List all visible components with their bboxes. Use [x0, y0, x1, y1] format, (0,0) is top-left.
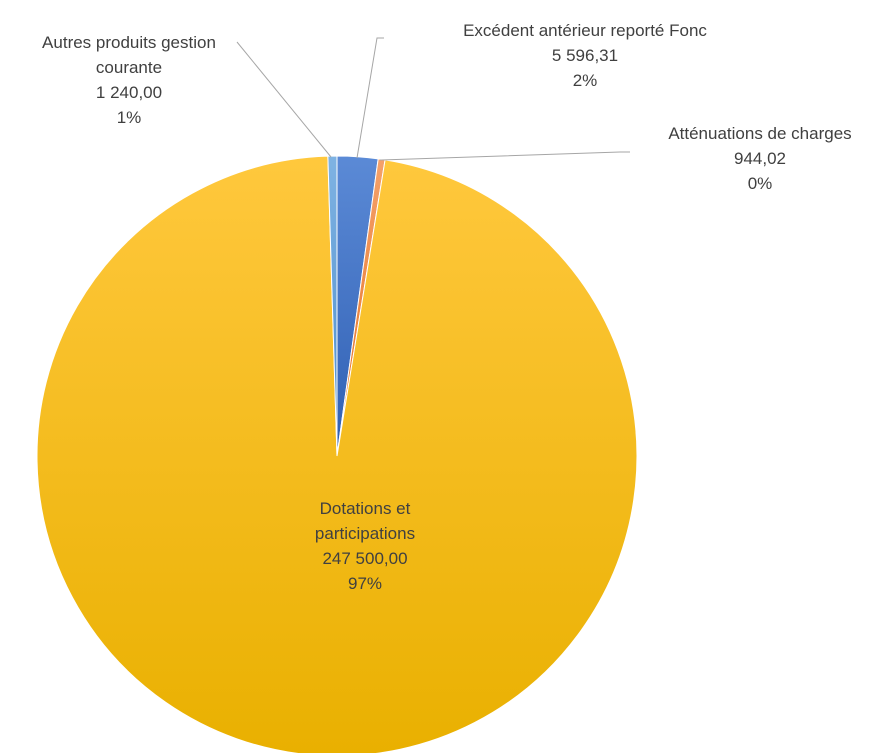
- pie-slice-autres: [327, 155, 338, 457]
- leader-line-attenuations: [379, 151, 630, 161]
- data-label-excedent: Excédent antérieur reporté Fonc 5 596,31…: [463, 21, 707, 90]
- pie-slice-dotations: [36, 155, 638, 753]
- leader-line-excedent: [356, 37, 384, 159]
- data-label-attenuations: Atténuations de charges 944,02 0%: [668, 124, 852, 193]
- data-label-autres: Autres produits gestion courante 1 240,0…: [42, 33, 216, 127]
- data-label-dotations: Dotations et participations 247 500,00 9…: [314, 499, 416, 593]
- leader-line-autres: [236, 41, 332, 158]
